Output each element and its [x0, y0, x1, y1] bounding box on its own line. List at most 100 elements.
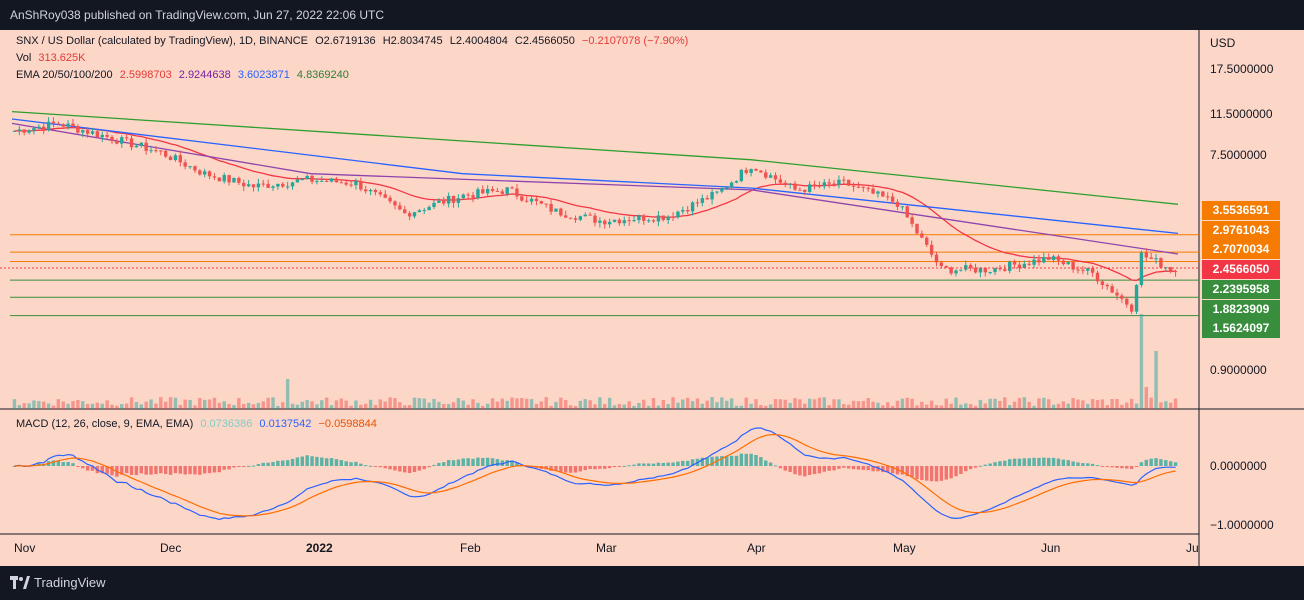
macd-hist-bar [1164, 460, 1168, 466]
price-tick: 7.5000000 [1210, 148, 1267, 162]
volume-bar [1144, 387, 1148, 409]
macd-hist-bar [568, 466, 573, 473]
ema100-line [11, 118, 1179, 235]
volume-bar [266, 397, 270, 409]
candle-body [988, 272, 992, 274]
macd-hist-bar [617, 466, 622, 467]
candle-body [95, 131, 100, 138]
volume-bar [929, 400, 934, 409]
macd-hist-bar [349, 462, 353, 466]
volume-bar [1125, 402, 1129, 409]
time-tick: Apr [747, 541, 766, 555]
macd-hist-bar [139, 466, 143, 474]
macd-hist-bar [495, 459, 500, 466]
volume-bar [637, 402, 641, 409]
symbol-title[interactable]: SNX / US Dollar (calculated by TradingVi… [16, 35, 309, 47]
volume-label[interactable]: Vol [16, 52, 32, 64]
macd-hist-bar [734, 455, 739, 466]
candle-body [198, 170, 202, 175]
macd-hist-bar [681, 460, 685, 466]
candle-body [295, 179, 300, 183]
volume-bar [1149, 397, 1153, 409]
candle-body [1056, 256, 1061, 261]
macd-hist-bar [564, 466, 568, 473]
candle-body [778, 179, 783, 183]
macd-hist-bar [973, 466, 978, 468]
volume-bar [417, 398, 422, 409]
macd-hist-bar [212, 466, 217, 473]
volume-bar [759, 405, 763, 409]
candle-body [120, 137, 124, 144]
price-tick: 17.5000000 [1210, 62, 1274, 76]
candle-body [37, 126, 41, 129]
horizontal-levels [10, 234, 1199, 317]
volume-bar [822, 397, 827, 409]
candle-body [549, 203, 553, 212]
volume-bar [593, 404, 597, 409]
volume-bar [17, 405, 22, 409]
candle-body [788, 183, 792, 185]
macd-hist-bar [417, 466, 422, 471]
volume-bar [217, 402, 222, 409]
candle-body [505, 187, 509, 194]
volume-bar [690, 401, 695, 409]
macd-label[interactable]: MACD (12, 26, close, 9, EMA, EMA) [16, 418, 194, 430]
volume-bar [412, 397, 417, 409]
candle-body [534, 198, 539, 202]
candle-body [793, 183, 797, 190]
volume-bar [915, 405, 919, 409]
candle-body [959, 269, 963, 271]
volume-bar [895, 400, 900, 409]
publisher-text: AnShRoy038 published on TradingView.com,… [10, 8, 385, 22]
volume-bar [159, 397, 163, 409]
volume-bar [871, 401, 875, 409]
candle-body [671, 216, 675, 218]
price-tag-resistance-2: 2.9761043 [1202, 221, 1280, 240]
macd-hist-bar [1115, 466, 1119, 468]
price-tag-support-1: 2.2395958 [1202, 280, 1280, 299]
macd-hist-bar [193, 466, 197, 475]
candle-body [110, 136, 114, 142]
candle-body [627, 220, 631, 222]
candle-body [978, 267, 983, 273]
macd-hist-bar [217, 466, 222, 473]
candle-body [305, 175, 309, 180]
ema-label[interactable]: EMA 20/50/100/200 [16, 69, 113, 81]
candle-body [720, 188, 724, 192]
candle-body [925, 237, 929, 245]
candle-body [890, 196, 895, 202]
volume-bar [246, 402, 251, 409]
candle-body [461, 194, 465, 199]
macd-hist-bar [627, 465, 631, 467]
close-value: C2.4566050 [514, 35, 575, 47]
publish-info-bar: AnShRoy038 published on TradingView.com,… [0, 0, 1304, 30]
macd-hist-bar [471, 458, 475, 466]
volume-bar [1003, 397, 1007, 409]
time-tick: Dec [160, 541, 182, 555]
candle-body [188, 166, 192, 168]
volume-bar [134, 402, 139, 409]
candle-body [232, 177, 236, 183]
candle-body [422, 210, 426, 212]
volume-bar [612, 405, 617, 409]
macd-hist-bar [920, 466, 924, 481]
volume-bar [334, 400, 339, 409]
volume-bar [876, 402, 880, 409]
candle-body [256, 183, 261, 188]
tradingview-logo[interactable]: TradingView [10, 575, 106, 590]
volume-bar [744, 397, 748, 409]
macd-hist-bar [251, 465, 256, 467]
volume-bar [1090, 399, 1095, 409]
candle-body [217, 177, 222, 182]
macd-hist-bar [412, 466, 417, 473]
volume-bar [71, 401, 75, 409]
macd-hist-bar [851, 466, 856, 470]
macd-hist-bar [690, 459, 695, 466]
volume-bar [886, 402, 890, 409]
volume-bar [300, 401, 304, 409]
macd-hist-bar [237, 466, 241, 467]
volume-bar [939, 405, 944, 409]
volume-bar [817, 397, 822, 409]
macd-hist-bar [120, 466, 124, 475]
